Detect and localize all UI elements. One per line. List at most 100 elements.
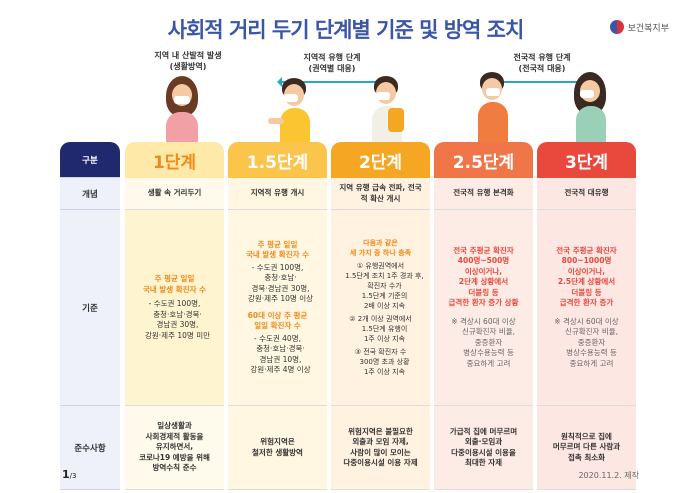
- stage-3-hl-2: 800~1000명: [561, 256, 612, 266]
- stage-2-5-line-2: 신규확진자 비율,: [461, 327, 516, 337]
- stage-3-hl-1: 전국 주평균 확진자: [556, 245, 617, 255]
- stage-2-5-rules-1: 가급적 집에 머무르며: [449, 426, 518, 436]
- stage-3-criteria: 전국 주평균 확진자 800~1000명 이상이거나, 2.5단계 상황에서 더…: [537, 210, 636, 406]
- stage-2-header: 2단계: [331, 142, 430, 178]
- stage-2-5-hl-2: 400명~500명: [457, 256, 510, 266]
- stage-2-line-3: 확진자 수가: [367, 282, 402, 290]
- stage-1-rules-5: 방역수칙 준수: [152, 463, 197, 473]
- stage-2-5-hl-6: 급격한 환자 증가 상황: [448, 298, 519, 308]
- stage-2-rules-3: 사람이 많이 모이는: [350, 447, 411, 457]
- stage-2-5-body: 전국적 유행 본격화 전국 주평균 확진자 400명~500명 이상이거나, 2…: [434, 178, 533, 490]
- stage-3-body: 전국적 대유행 전국 주평균 확진자 800~1000명 이상이거나, 2.5단…: [537, 178, 636, 490]
- stage-1-rules: 일상생활과 사회경제적 활동을 유지하면서, 코로나19 예방을 위해 방역수칙…: [125, 406, 224, 490]
- stage-2-hl-1: 다음과 같은: [363, 239, 398, 247]
- stage-1-rules-4: 코로나19 예방을 위해: [139, 452, 210, 462]
- stage-1-5-hl-1: 주 평균 일일: [257, 239, 298, 249]
- stage-3-hl-6: 급격한 환자 증가: [559, 298, 614, 308]
- stage-2-line-10: 300명 초과 상황: [359, 358, 410, 366]
- stage-2-5-line-1: ※ 격상시 60대 이상: [451, 316, 516, 326]
- stage-1-criteria-hl-2: 국내 발생 확진자 수: [142, 284, 207, 294]
- mid-caption: 지역적 유행 단계 (권역별 대응): [282, 52, 382, 74]
- stage-2-5-hl-4: 2단계 상황에서: [458, 277, 509, 287]
- stage-2-5-line-5: 중요하게 고려: [466, 358, 511, 368]
- stage-1-5-hl2-1: 60대 이상 주 평균: [247, 310, 308, 320]
- title-part2: 단계별 기준 및 방역 조치: [314, 18, 524, 42]
- stage-1-5-hl-2: 국내 발생 확진자 수: [245, 250, 310, 259]
- stage-1-5-hl2-2: 일일 확진자 수: [254, 321, 301, 330]
- stage-3-rules-3: 접촉 최소화: [567, 452, 606, 462]
- stage-3-hl-5: 더블링 등: [571, 287, 602, 297]
- right-caption-line2: (전국적 대응): [518, 64, 566, 73]
- page-total: /3: [69, 472, 77, 480]
- stage-1-rules-1: 일상생활과: [157, 421, 192, 431]
- label-header: 구분: [60, 142, 120, 178]
- stage-1-5-body: 지역적 유행 개시 주 평균 일일 국내 발생 확진자 수 - 수도권 100명…: [228, 178, 327, 490]
- stage-2-line-5: 2배 이상 지속: [363, 302, 406, 310]
- stage-1-header: 1단계: [125, 142, 224, 178]
- stage-3-line-5: 중요하게 고려: [569, 358, 614, 368]
- stage-1-5-line2-1: - 수도권 40명,: [253, 333, 301, 343]
- stage-2-5-rules-4: 최대한 자제: [464, 458, 503, 467]
- stage-1-5-concept: 지역적 유행 개시: [228, 178, 327, 210]
- stage-2-5-criteria: 전국 주평균 확진자 400명~500명 이상이거나, 2단계 상황에서 더블링…: [434, 210, 533, 406]
- stage-1-5-criteria: 주 평균 일일 국내 발생 확진자 수 - 수도권 100명, 충청·호남· 경…: [228, 210, 327, 406]
- stage-3-line-1: ※ 격상시 60대 이상: [554, 316, 619, 326]
- stage-2-line-2: 1.5단계 조치 1주 경과 후,: [345, 272, 424, 280]
- left-caption-line1: 지역 내 산발적 발생: [154, 51, 222, 60]
- stage-2-5-hl-1: 전국 주평균 확진자: [453, 245, 514, 255]
- people-illustration: 지역 내 산발적 발생 (생활방역) 지역적 유행 단계 (권역별 대응) 전국…: [60, 50, 650, 142]
- person-1-illustration: [162, 76, 202, 142]
- mid-caption-line2: (권역별 대응): [308, 64, 356, 73]
- stage-1-5-line2-3: 경남권 10명,: [259, 354, 302, 364]
- government-emblem-icon: [609, 20, 624, 34]
- stage-2-hl-2: 세 가지 중 하나 충족: [349, 249, 412, 257]
- stage-1-criteria-hl-1: 주 평균 일일: [154, 274, 195, 283]
- stage-2-5-hl-3: 이상이거나,: [464, 266, 503, 276]
- stage-3-rules: 원칙적으로 집에 머무르며 다른 사람과 접촉 최소화: [537, 406, 636, 490]
- person-3-illustration: [364, 76, 408, 142]
- page-number: 1: [62, 468, 70, 481]
- stage-2-5-concept: 전국적 유행 본격화: [434, 178, 533, 210]
- stage-2-5-line-4: 병상수용능력 등: [463, 348, 514, 358]
- person-4-illustration: [472, 72, 512, 142]
- page-indicator: 1/3: [62, 468, 76, 481]
- stage-3-line-2: 신규확진자 비율,: [564, 327, 619, 337]
- stage-1-criteria-line-3: 경남권 30명,: [156, 320, 199, 329]
- stage-1-5-header: 1.5단계: [228, 142, 327, 178]
- stage-2-line-4: 1.5단계 기준의: [361, 292, 408, 300]
- stage-1-5-rules-2: 철저한 생활방역: [252, 447, 303, 457]
- stage-1-5-line-4: 강원·제주 10명 이상: [248, 294, 313, 303]
- stage-2-line-8: 1주 이상 지속: [363, 335, 406, 343]
- mid-caption-line1: 지역적 유행 단계: [303, 53, 361, 62]
- stage-2-rules-4: 다중이용시설 이용 자제: [343, 458, 418, 467]
- stage-3-line-4: 병상수용능력 등: [566, 348, 617, 358]
- label-rules: 준수사항: [60, 406, 120, 490]
- stage-2-line-9: ③ 전국 확진자 수: [354, 348, 407, 356]
- stage-3-rules-2: 머무르며 다른 사람과: [552, 442, 621, 452]
- stage-2-line-6: ② 2개 이상 권역에서: [349, 315, 412, 323]
- stage-2-5-line-3: 중증환자: [474, 337, 503, 347]
- stage-1-5-rules: 위험지역은 철저한 생활방역: [228, 406, 327, 490]
- person-2-illustration: [268, 78, 314, 142]
- stage-2-rules-2: 외출과 모임 자제,: [352, 437, 409, 446]
- stage-1-5-line-3: 경북·경남권 30명,: [251, 283, 310, 293]
- person-5-illustration: [570, 72, 610, 142]
- stage-1-rules-3: 유지하면서,: [155, 442, 194, 452]
- right-caption: 전국적 유행 단계 (전국적 대응): [492, 52, 592, 74]
- stage-2-5-rules: 가급적 집에 머무르며 외출·모임과 다중이용시설 이용을 최대한 자제: [434, 406, 533, 490]
- title-part1: 사회적 거리 두기: [167, 18, 310, 42]
- stage-2-criteria: 다음과 같은 세 가지 중 하나 충족 ① 유행권역에서 1.5단계 조치 1주…: [331, 210, 430, 406]
- stage-2-5-header: 2.5단계: [434, 142, 533, 178]
- stage-2-5-rules-3: 다중이용시설 이용을: [451, 447, 516, 457]
- stage-2-concept: 지역 유행 급속 전파, 전국적 확산 개시: [331, 178, 430, 210]
- stage-3-line-3: 중증환자: [577, 337, 606, 347]
- stage-3-hl-4: 2.5단계 상황에서: [557, 277, 616, 287]
- stage-1-criteria-line-2: 충청·호남·경북·: [153, 309, 202, 319]
- stage-1-concept: 생활 속 거리두기: [125, 178, 224, 210]
- title-row: 사회적 거리 두기 단계별 기준 및 방역 조치: [0, 14, 691, 44]
- left-caption: 지역 내 산발적 발생 (생활방역): [138, 50, 238, 72]
- stage-2-body: 지역 유행 급속 전파, 전국적 확산 개시 다음과 같은 세 가지 중 하나 …: [331, 178, 430, 490]
- stage-1-body: 생활 속 거리두기 주 평균 일일 국내 발생 확진자 수 - 수도권 100명…: [125, 178, 224, 490]
- right-caption-line1: 전국적 유행 단계: [513, 53, 571, 62]
- stage-1-criteria: 주 평균 일일 국내 발생 확진자 수 - 수도권 100명, 충청·호남·경북…: [125, 210, 224, 406]
